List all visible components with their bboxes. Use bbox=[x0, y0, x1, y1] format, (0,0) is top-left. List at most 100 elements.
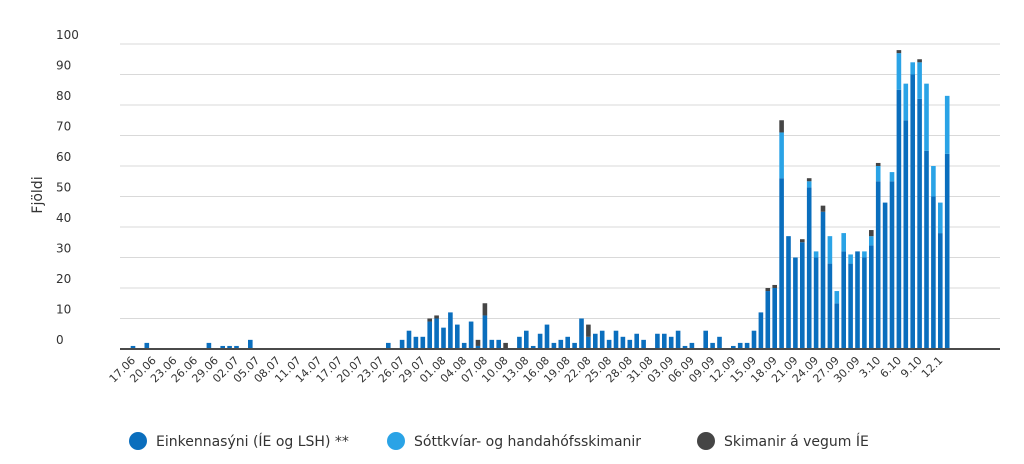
bar-segment bbox=[779, 132, 784, 179]
bar-segment bbox=[524, 330, 529, 349]
bar-segment bbox=[869, 236, 874, 246]
bar-segment bbox=[765, 291, 771, 349]
bar-segment bbox=[862, 257, 867, 349]
bar-segment bbox=[917, 98, 922, 350]
bar-segment bbox=[917, 59, 922, 63]
bar-segment bbox=[455, 324, 460, 349]
bar-segment bbox=[938, 202, 943, 234]
bar-segment bbox=[869, 245, 874, 349]
bar-segment bbox=[579, 318, 584, 349]
y-tick-label: 100 bbox=[56, 28, 79, 42]
bar-segment bbox=[406, 330, 412, 349]
bar-segment bbox=[386, 342, 391, 349]
y-axis-label: Fjöldi bbox=[30, 176, 46, 213]
bar-segment bbox=[544, 324, 550, 349]
bar-segment bbox=[882, 202, 888, 349]
legend-swatch bbox=[129, 432, 147, 450]
bar-segment bbox=[503, 342, 508, 349]
y-tick-label: 90 bbox=[56, 59, 71, 73]
bar-segment bbox=[668, 336, 674, 349]
bar-segment bbox=[779, 178, 784, 349]
bar-segment bbox=[931, 196, 936, 349]
bar-segment bbox=[627, 339, 633, 349]
bar-segment bbox=[565, 336, 570, 349]
bar-segment bbox=[427, 321, 432, 349]
x-tick-label: 9.10 bbox=[898, 354, 925, 381]
bar-segment bbox=[848, 263, 853, 349]
bar-segment bbox=[765, 288, 771, 292]
bar-segment bbox=[772, 288, 777, 349]
bars bbox=[130, 50, 950, 350]
bar-segment bbox=[682, 345, 688, 349]
bar-segment bbox=[910, 62, 915, 75]
bar-segment bbox=[841, 233, 846, 252]
bar-segment bbox=[875, 162, 881, 166]
bar-segment bbox=[248, 339, 253, 349]
bar-segment bbox=[827, 236, 833, 264]
bar-segment bbox=[917, 62, 922, 99]
bar-segment bbox=[889, 181, 895, 349]
bar-segment bbox=[496, 339, 501, 349]
bar-segment bbox=[862, 251, 867, 258]
bar-segment bbox=[662, 333, 667, 349]
bar-segment bbox=[834, 291, 840, 304]
y-tick-label: 50 bbox=[56, 181, 71, 195]
bar-segment bbox=[489, 339, 495, 349]
bar-segment bbox=[806, 187, 812, 349]
bar-segment bbox=[896, 50, 902, 54]
bar-segment bbox=[593, 333, 598, 349]
bar-segment bbox=[744, 342, 750, 349]
bar-segment bbox=[869, 230, 874, 237]
legend-label: Einkennasýni (ÍE og LSH) ** bbox=[156, 433, 349, 450]
bar-segment bbox=[641, 339, 646, 349]
legend-label: Sóttkvíar- og handahófsskimanir bbox=[414, 434, 641, 450]
bar-segment bbox=[613, 330, 619, 349]
bar-segment bbox=[944, 153, 950, 349]
bar-segment bbox=[813, 251, 819, 258]
bar-segment bbox=[572, 342, 577, 349]
bar-segment bbox=[144, 342, 150, 349]
bar-segment bbox=[634, 333, 639, 349]
bar-segment bbox=[468, 321, 474, 349]
legend-swatch bbox=[387, 432, 405, 450]
bar-segment bbox=[855, 251, 860, 349]
x-tick-labels: 17.0620.0623.0626.0629.0602.0705.0708.07… bbox=[107, 354, 946, 385]
bar-segment bbox=[620, 336, 626, 349]
bar-segment bbox=[482, 303, 488, 316]
bar-segment bbox=[586, 324, 591, 337]
bar-segment bbox=[944, 95, 950, 154]
bar-segment bbox=[772, 284, 777, 288]
bar-segment bbox=[551, 342, 557, 349]
bar-segment bbox=[710, 342, 715, 349]
bar-segment bbox=[820, 205, 826, 212]
grid bbox=[120, 43, 1000, 319]
bar-segment bbox=[924, 83, 929, 151]
bar-segment bbox=[441, 327, 446, 349]
x-tick-label: 6.10 bbox=[878, 354, 905, 381]
bar-segment bbox=[924, 150, 929, 349]
legend-item: Skimanir á vegum ÍE bbox=[697, 432, 869, 450]
bar-segment bbox=[841, 251, 846, 349]
bar-segment bbox=[461, 342, 467, 349]
legend: Einkennasýni (ÍE og LSH) ** Sóttkvíar- og… bbox=[129, 432, 869, 450]
bar-segment bbox=[896, 89, 902, 349]
x-tick-label: 3.10 bbox=[857, 354, 884, 381]
bar-segment bbox=[227, 345, 232, 349]
bar-segment bbox=[903, 120, 909, 349]
y-tick-label: 10 bbox=[56, 303, 71, 317]
bar-segment bbox=[703, 330, 708, 349]
legend-label: Skimanir á vegum ÍE bbox=[724, 433, 869, 450]
bar-segment bbox=[558, 339, 564, 349]
y-tick-label: 20 bbox=[56, 272, 71, 286]
legend-item: Einkennasýni (ÍE og LSH) ** bbox=[129, 432, 349, 450]
bar-segment bbox=[427, 318, 432, 322]
legend-swatch bbox=[697, 432, 715, 450]
bar-segment bbox=[800, 239, 805, 243]
bar-segment bbox=[793, 257, 798, 349]
bar-segment bbox=[875, 166, 881, 182]
bar-segment bbox=[779, 120, 784, 133]
x-tick-label: 12.1 bbox=[919, 354, 946, 381]
bar-segment bbox=[875, 181, 881, 349]
bar-segment bbox=[910, 74, 915, 349]
